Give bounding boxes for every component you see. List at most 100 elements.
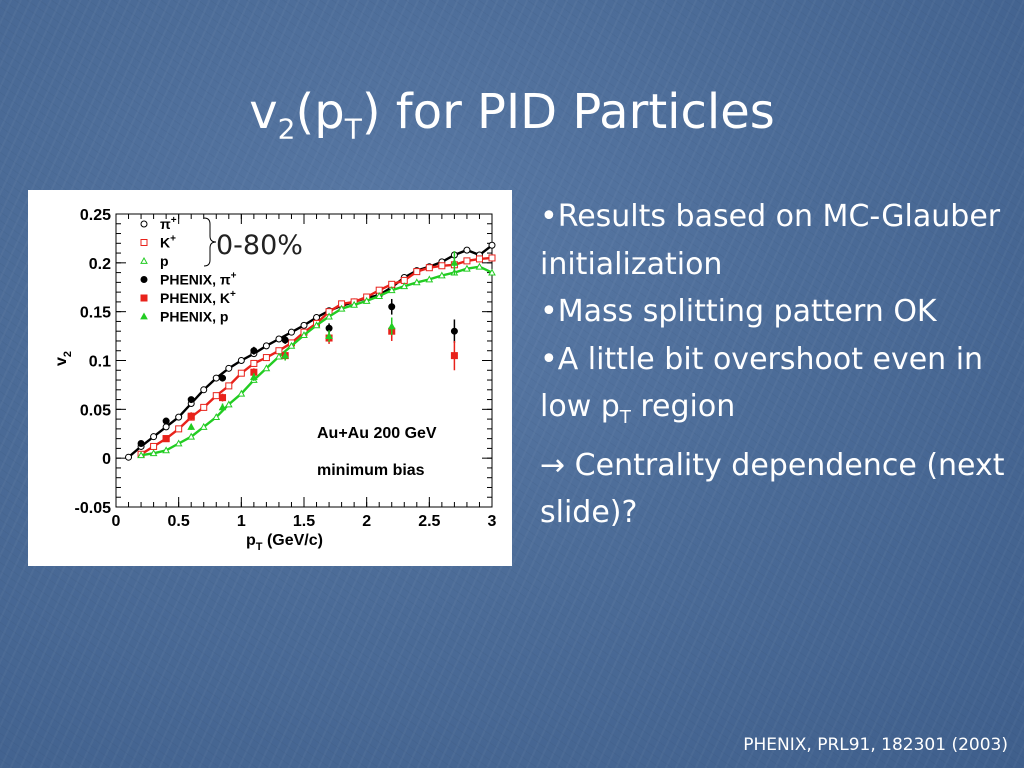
phenix-pion-point <box>281 336 289 344</box>
legend-label: PHENIX, π+ <box>160 271 237 288</box>
arrow-icon: → <box>540 447 566 483</box>
legend-brace <box>203 217 217 267</box>
pion-model-point <box>287 328 295 336</box>
kaon-model-point <box>475 255 483 263</box>
legend-label: π+ <box>160 215 177 232</box>
proton-model-point <box>300 331 308 339</box>
kaon-model-point <box>463 257 471 265</box>
y-tick-label: -0.05 <box>75 500 112 517</box>
proton-model-point <box>362 296 371 304</box>
x-tick-label: 3 <box>488 513 497 530</box>
x-tick-label: 2 <box>362 513 371 530</box>
y-tick-label: 0.25 <box>80 207 111 224</box>
legend-label: p <box>160 253 169 269</box>
y-tick-label: 0.15 <box>80 305 111 322</box>
phenix-kaon-point <box>450 352 458 360</box>
x-tick-label: 0 <box>112 513 121 530</box>
proton-model-point <box>287 341 296 349</box>
y-axis-label: v2 <box>53 351 74 366</box>
pion-model-point <box>237 357 245 364</box>
x-axis-label: pT (GeV/c) <box>246 532 323 553</box>
pion-model-point <box>175 413 183 421</box>
bullet-item: •Mass splitting pattern OK <box>540 294 937 329</box>
phenix-pion-point <box>250 347 258 355</box>
centrality-label: 0-80% <box>216 230 303 261</box>
data-points <box>137 251 459 448</box>
phenix-proton-point <box>218 403 227 411</box>
proton-model-point <box>325 312 333 320</box>
kaon-model-point <box>488 254 496 262</box>
kaon-model-point <box>237 369 245 377</box>
phenix-proton-point <box>250 373 258 381</box>
kaon-model-point <box>150 442 158 450</box>
x-tick-label: 1.5 <box>293 513 315 530</box>
proton-model-point <box>149 449 158 457</box>
proton-model-point <box>475 262 484 270</box>
proton-model-point <box>162 446 170 454</box>
legend-marker <box>140 220 148 228</box>
x-tick-label: 2.5 <box>418 513 440 530</box>
proton-model-point <box>387 286 396 294</box>
pion-model-point <box>313 314 321 322</box>
proton-model-point <box>187 432 196 440</box>
proton-model-point <box>337 304 346 312</box>
kaon-model-point <box>200 403 208 411</box>
bullet-item: •A little bit overshoot even in low pT r… <box>540 341 984 429</box>
proton-model-point <box>262 364 271 372</box>
citation: PHENIX, PRL91, 182301 (2003) <box>743 735 1008 755</box>
pion-model-point <box>275 335 283 343</box>
phenix-pion-point <box>388 303 396 311</box>
annotation-collision: Au+Au 200 GeV <box>317 425 437 442</box>
phenix-kaon-point <box>162 435 170 443</box>
proton-model-point <box>488 268 496 276</box>
x-tick-label: 1 <box>237 513 246 530</box>
pion-model-point <box>262 342 270 350</box>
proton-model-point <box>275 352 283 360</box>
proton-model-point <box>224 400 233 408</box>
phenix-proton-point <box>325 332 333 339</box>
phenix-pion-point <box>219 374 227 382</box>
y-tick-label: 0.05 <box>80 402 111 419</box>
phenix-pion-point <box>187 396 195 404</box>
pion-model-point <box>225 364 233 372</box>
y-tick-label: 0 <box>102 451 111 468</box>
proton-model-point <box>463 264 471 272</box>
kaon-model-point <box>175 425 183 433</box>
kaon-model-point <box>438 262 446 270</box>
pion-model-point <box>150 433 158 441</box>
pion-model-point <box>162 423 170 431</box>
phenix-pion-point <box>137 440 145 448</box>
proton-model-point <box>237 389 246 397</box>
phenix-kaon-point <box>219 394 227 402</box>
pion-model-point <box>463 246 471 254</box>
phenix-kaon-point <box>187 412 195 420</box>
kaon-model-point <box>212 392 220 400</box>
proton-model-point <box>212 413 221 421</box>
proton-model-point <box>400 282 409 290</box>
x-tick-label: 0.5 <box>168 513 190 530</box>
legend-marker <box>140 294 148 302</box>
plot-frame <box>115 213 493 508</box>
kaon-model-point <box>262 354 270 362</box>
pion-model-point <box>200 386 208 394</box>
kaon-model-point <box>225 382 233 390</box>
legend: π+ K+ p PHENIX, π+PHENIX, K+ PHENIX, p <box>140 215 237 325</box>
y-tick-label: 0.2 <box>89 256 111 273</box>
phenix-proton-point <box>387 322 396 330</box>
bullet-item: •Results based on MC-Glauber initializat… <box>540 199 1001 282</box>
y-tick-label: 0.1 <box>89 354 111 371</box>
annotation-bias: minimum bias <box>317 462 425 479</box>
proton-model-point <box>438 271 446 279</box>
legend-marker <box>140 312 148 320</box>
phenix-proton-point <box>187 422 196 430</box>
kaon-model-point <box>425 264 433 272</box>
kaon-model-point <box>413 268 421 276</box>
legend-label: K+ <box>160 234 176 251</box>
legend-marker <box>140 256 148 264</box>
proton-model-point <box>312 321 321 329</box>
proton-model-point <box>350 300 358 308</box>
legend-marker <box>140 239 148 246</box>
proton-model-point <box>425 275 434 283</box>
pion-model-point <box>300 321 308 329</box>
